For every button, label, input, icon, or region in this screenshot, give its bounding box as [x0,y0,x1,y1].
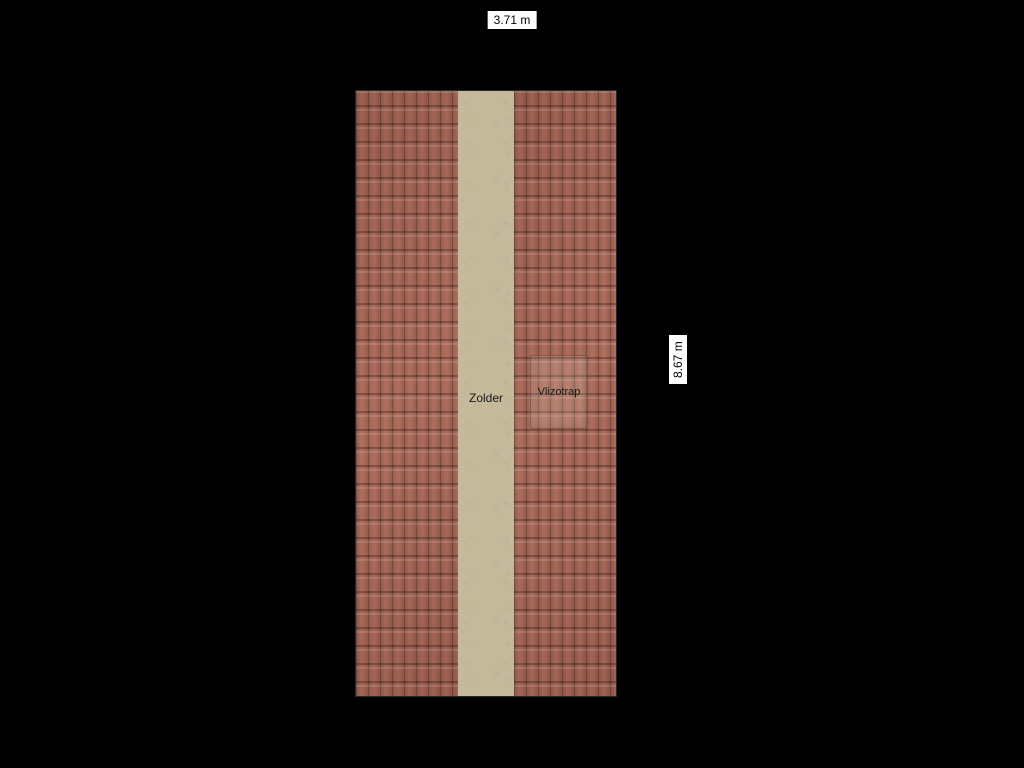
dimension-height-label: 8.67 m [669,335,687,384]
dimension-width-label: 3.71 m [488,11,537,29]
roof-slope-left [356,91,458,696]
attic-hatch: Vlizotrap [530,355,588,429]
hatch-label-vlizotrap: Vlizotrap [531,386,587,398]
floorplan-attic: Zolder Vlizotrap [355,90,617,697]
room-label-zolder: Zolder [469,391,503,405]
